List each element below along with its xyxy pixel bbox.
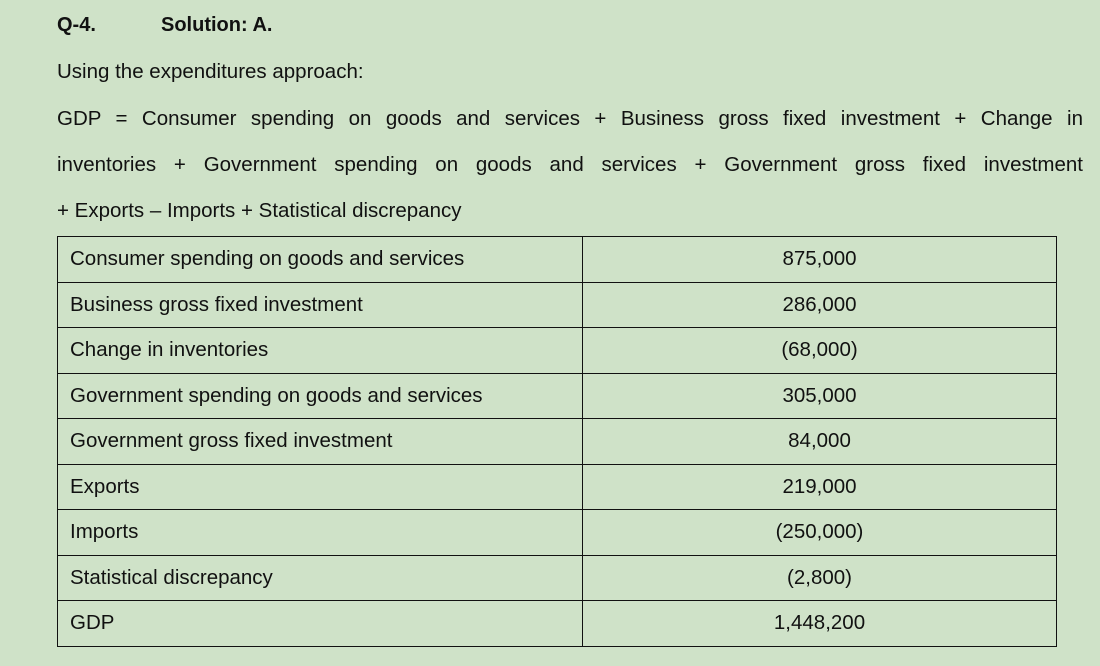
row-value: (250,000): [582, 509, 1057, 556]
row-label: Exports: [57, 463, 583, 510]
table-row: Imports (250,000): [57, 509, 1057, 556]
row-value: (68,000): [582, 327, 1057, 374]
table-row-total: GDP 1,448,200: [57, 600, 1057, 647]
table-row: Business gross fixed investment 286,000: [57, 281, 1057, 328]
row-label: Change in inventories: [57, 327, 583, 374]
row-label: GDP: [57, 600, 583, 647]
table-row: Statistical discrepancy (2,800): [57, 554, 1057, 601]
row-label: Business gross fixed investment: [57, 281, 583, 328]
question-number: Q-4.: [57, 14, 96, 36]
table-row: Exports 219,000: [57, 463, 1057, 510]
row-value: 305,000: [582, 372, 1057, 419]
question-header: Q-4. Solution: A.: [57, 14, 272, 37]
row-value: 1,448,200: [582, 600, 1057, 647]
row-label: Imports: [57, 509, 583, 556]
row-value: (2,800): [582, 554, 1057, 601]
table-row: Government spending on goods and service…: [57, 372, 1057, 419]
row-value: 219,000: [582, 463, 1057, 510]
table-row: Government gross fixed investment 84,000: [57, 418, 1057, 465]
row-label: Government spending on goods and service…: [57, 372, 583, 419]
solution-label: Solution: A.: [161, 14, 273, 36]
gdp-table: Consumer spending on goods and services …: [57, 236, 1057, 647]
row-label: Consumer spending on goods and services: [57, 236, 583, 283]
row-value: 84,000: [582, 418, 1057, 465]
formula-line-2: inventories + Government spending on goo…: [57, 153, 1083, 176]
row-value: 875,000: [582, 236, 1057, 283]
formula-line-1: GDP = Consumer spending on goods and ser…: [57, 107, 1083, 130]
row-value: 286,000: [582, 281, 1057, 328]
intro-line-1: Using the expenditures approach:: [57, 60, 364, 83]
row-label: Statistical discrepancy: [57, 554, 583, 601]
row-label: Government gross fixed investment: [57, 418, 583, 465]
table-row: Change in inventories (68,000): [57, 327, 1057, 374]
formula-line-3: + Exports – Imports + Statistical discre…: [57, 199, 462, 222]
table-row: Consumer spending on goods and services …: [57, 236, 1057, 283]
